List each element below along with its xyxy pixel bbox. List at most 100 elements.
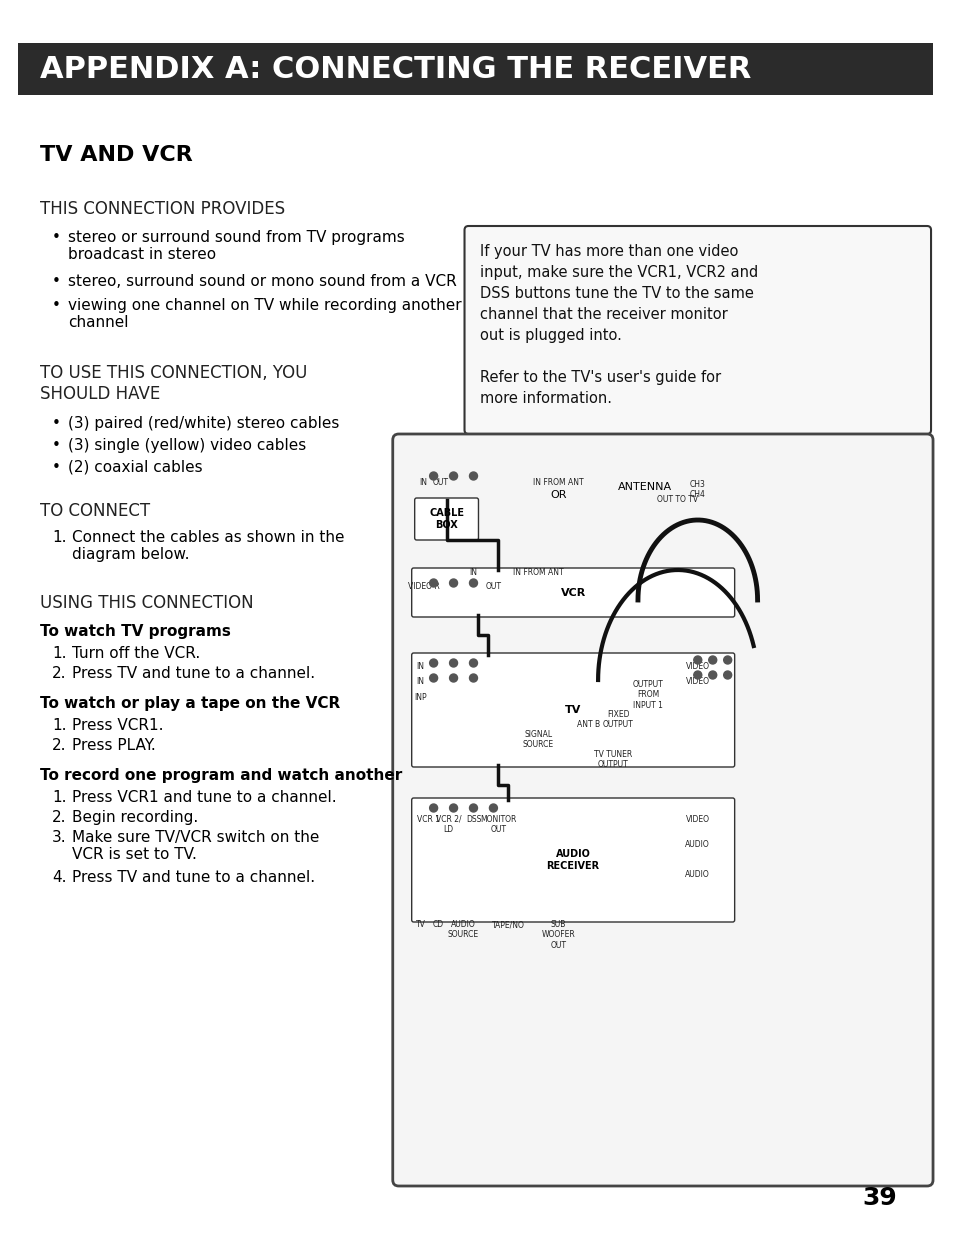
Text: TV AND VCR: TV AND VCR xyxy=(40,144,193,165)
FancyBboxPatch shape xyxy=(415,498,478,540)
Text: VIDEO: VIDEO xyxy=(685,815,709,824)
Text: (3) single (yellow) video cables: (3) single (yellow) video cables xyxy=(68,438,306,453)
Text: CD: CD xyxy=(433,920,444,929)
Text: TV TUNER
OUTPUT: TV TUNER OUTPUT xyxy=(594,750,632,769)
Text: DSS: DSS xyxy=(465,815,480,824)
Circle shape xyxy=(429,659,437,667)
Circle shape xyxy=(708,671,716,679)
Text: •: • xyxy=(51,298,61,312)
Text: 2.: 2. xyxy=(51,666,67,680)
Text: 39: 39 xyxy=(862,1186,896,1210)
Text: IN: IN xyxy=(419,478,427,487)
Text: 2.: 2. xyxy=(51,810,67,825)
Text: THIS CONNECTION PROVIDES: THIS CONNECTION PROVIDES xyxy=(40,200,285,219)
Circle shape xyxy=(708,656,716,664)
Text: IN: IN xyxy=(416,677,424,685)
Text: OUT TO TV: OUT TO TV xyxy=(657,495,698,504)
Text: 4.: 4. xyxy=(51,869,67,885)
Text: Begin recording.: Begin recording. xyxy=(71,810,198,825)
Text: USING THIS CONNECTION: USING THIS CONNECTION xyxy=(40,594,253,613)
Circle shape xyxy=(469,472,477,480)
Text: 2.: 2. xyxy=(51,739,67,753)
Circle shape xyxy=(469,579,477,587)
Text: TAPE/NO: TAPE/NO xyxy=(492,920,524,929)
Text: Press VCR1 and tune to a channel.: Press VCR1 and tune to a channel. xyxy=(71,790,336,805)
Text: CABLE
BOX: CABLE BOX xyxy=(429,508,463,530)
Text: If your TV has more than one video
input, make sure the VCR1, VCR2 and
DSS butto: If your TV has more than one video input… xyxy=(480,245,758,406)
Circle shape xyxy=(429,472,437,480)
Text: •: • xyxy=(51,416,61,431)
Text: AUDIO: AUDIO xyxy=(684,869,709,879)
Text: 1.: 1. xyxy=(51,646,67,661)
Circle shape xyxy=(469,804,477,811)
Text: Make sure TV/VCR switch on the
VCR is set to TV.: Make sure TV/VCR switch on the VCR is se… xyxy=(71,830,319,862)
Text: SUB
WOOFER
OUT: SUB WOOFER OUT xyxy=(540,920,575,950)
Text: (2) coaxial cables: (2) coaxial cables xyxy=(68,459,202,475)
Circle shape xyxy=(429,579,437,587)
Text: •: • xyxy=(51,459,61,475)
Text: •: • xyxy=(51,438,61,453)
Text: IN: IN xyxy=(416,662,424,671)
Text: 3.: 3. xyxy=(51,830,67,845)
Circle shape xyxy=(449,804,457,811)
Text: VIDEO: VIDEO xyxy=(685,662,709,671)
Text: TV: TV xyxy=(416,920,425,929)
Text: TO USE THIS CONNECTION, YOU
SHOULD HAVE: TO USE THIS CONNECTION, YOU SHOULD HAVE xyxy=(40,364,307,403)
Circle shape xyxy=(449,674,457,682)
Text: stereo, surround sound or mono sound from a VCR: stereo, surround sound or mono sound fro… xyxy=(68,274,456,289)
FancyBboxPatch shape xyxy=(464,226,930,433)
Text: VCR 1: VCR 1 xyxy=(416,815,439,824)
Text: •: • xyxy=(51,230,61,245)
Text: •: • xyxy=(51,274,61,289)
Circle shape xyxy=(429,674,437,682)
Text: TO CONNECT: TO CONNECT xyxy=(40,501,150,520)
Text: ANT B: ANT B xyxy=(576,720,599,729)
Text: AUDIO
RECEIVER: AUDIO RECEIVER xyxy=(546,850,599,871)
Text: AUDIO
SOURCE: AUDIO SOURCE xyxy=(448,920,478,940)
Text: VIDEO: VIDEO xyxy=(685,677,709,685)
Text: Connect the cables as shown in the
diagram below.: Connect the cables as shown in the diagr… xyxy=(71,530,344,562)
FancyBboxPatch shape xyxy=(412,798,734,923)
Circle shape xyxy=(429,804,437,811)
Text: stereo or surround sound from TV programs
broadcast in stereo: stereo or surround sound from TV program… xyxy=(68,230,404,262)
Text: OUTPUT
FROM
INPUT 1: OUTPUT FROM INPUT 1 xyxy=(632,680,662,710)
Text: TV: TV xyxy=(564,705,580,715)
FancyBboxPatch shape xyxy=(393,433,932,1186)
Text: OR: OR xyxy=(549,490,566,500)
Text: MONITOR
OUT: MONITOR OUT xyxy=(479,815,517,835)
Text: INP: INP xyxy=(414,693,427,701)
Text: Press VCR1.: Press VCR1. xyxy=(71,718,163,734)
Text: 1.: 1. xyxy=(51,718,67,734)
Text: ANTENNA: ANTENNA xyxy=(618,482,672,492)
Text: 1.: 1. xyxy=(51,530,67,545)
Text: APPENDIX A: CONNECTING THE RECEIVER: APPENDIX A: CONNECTING THE RECEIVER xyxy=(40,54,750,84)
Circle shape xyxy=(489,804,497,811)
Text: CH3
CH4: CH3 CH4 xyxy=(689,480,705,499)
Text: IN FROM ANT: IN FROM ANT xyxy=(513,568,563,577)
Text: To record one program and watch another: To record one program and watch another xyxy=(40,768,402,783)
Circle shape xyxy=(449,579,457,587)
Text: Press PLAY.: Press PLAY. xyxy=(71,739,155,753)
Text: VCR 2/
LD: VCR 2/ LD xyxy=(436,815,461,835)
Circle shape xyxy=(723,671,731,679)
Text: To watch or play a tape on the VCR: To watch or play a tape on the VCR xyxy=(40,697,340,711)
Text: OUT: OUT xyxy=(432,478,448,487)
Text: VIDEO R: VIDEO R xyxy=(407,582,439,592)
Text: OUT: OUT xyxy=(485,582,501,592)
Circle shape xyxy=(693,671,701,679)
Text: Turn off the VCR.: Turn off the VCR. xyxy=(71,646,200,661)
Circle shape xyxy=(469,659,477,667)
FancyBboxPatch shape xyxy=(412,653,734,767)
Text: To watch TV programs: To watch TV programs xyxy=(40,624,231,638)
Text: Press TV and tune to a channel.: Press TV and tune to a channel. xyxy=(71,869,314,885)
Text: viewing one channel on TV while recording another
channel: viewing one channel on TV while recordin… xyxy=(68,298,461,331)
Text: AUDIO: AUDIO xyxy=(684,840,709,848)
FancyBboxPatch shape xyxy=(412,568,734,618)
Circle shape xyxy=(469,674,477,682)
Text: FIXED
OUTPUT: FIXED OUTPUT xyxy=(602,710,633,730)
Circle shape xyxy=(723,656,731,664)
Circle shape xyxy=(449,659,457,667)
Circle shape xyxy=(449,472,457,480)
Text: IN: IN xyxy=(469,568,477,577)
Text: (3) paired (red/white) stereo cables: (3) paired (red/white) stereo cables xyxy=(68,416,339,431)
